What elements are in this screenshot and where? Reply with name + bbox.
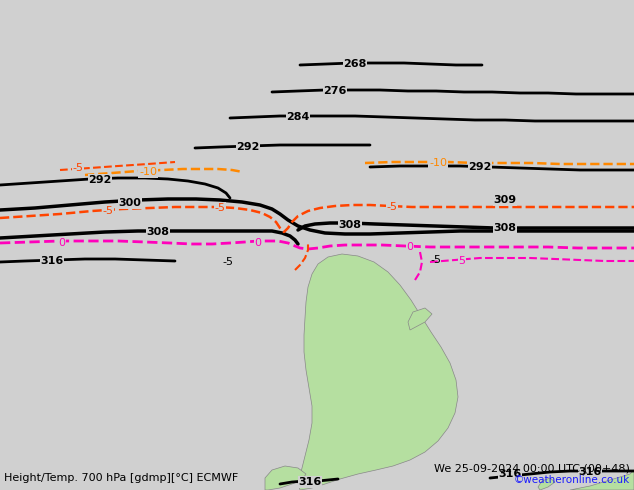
Text: 284: 284 <box>287 112 309 122</box>
Text: 292: 292 <box>469 162 492 172</box>
Text: -5: -5 <box>430 255 441 265</box>
Text: -5: -5 <box>72 163 84 173</box>
Polygon shape <box>298 254 458 490</box>
Text: 316: 316 <box>299 477 321 487</box>
Text: 276: 276 <box>323 86 347 96</box>
Text: 309: 309 <box>493 195 517 205</box>
Text: We 25-09-2024 00:00 UTC (00+48): We 25-09-2024 00:00 UTC (00+48) <box>434 463 630 473</box>
Text: 268: 268 <box>344 59 366 69</box>
Text: 308: 308 <box>146 227 169 237</box>
Text: Height/Temp. 700 hPa [gdmp][°C] ECMWF: Height/Temp. 700 hPa [gdmp][°C] ECMWF <box>4 473 238 483</box>
Polygon shape <box>538 478 555 490</box>
Text: 300: 300 <box>119 198 141 208</box>
Text: ©weatheronline.co.uk: ©weatheronline.co.uk <box>514 475 630 485</box>
Text: 0: 0 <box>406 242 413 252</box>
Text: 0: 0 <box>58 238 65 248</box>
Text: 292: 292 <box>236 142 260 152</box>
Text: -5: -5 <box>387 202 398 212</box>
Text: 0: 0 <box>254 238 261 248</box>
Text: 316: 316 <box>41 256 63 266</box>
Text: 308: 308 <box>339 220 361 230</box>
Text: -5: -5 <box>223 257 233 267</box>
Text: -5: -5 <box>103 206 113 216</box>
Text: 5: 5 <box>458 256 465 266</box>
Text: 308: 308 <box>493 223 517 233</box>
Text: -5: -5 <box>214 203 226 213</box>
Text: 292: 292 <box>88 175 112 185</box>
Text: -10: -10 <box>429 158 447 168</box>
Text: 316: 316 <box>498 469 522 479</box>
Polygon shape <box>408 308 432 330</box>
Text: 316: 316 <box>578 467 602 477</box>
Text: -10: -10 <box>139 167 157 177</box>
Polygon shape <box>570 470 634 490</box>
Polygon shape <box>265 466 306 490</box>
